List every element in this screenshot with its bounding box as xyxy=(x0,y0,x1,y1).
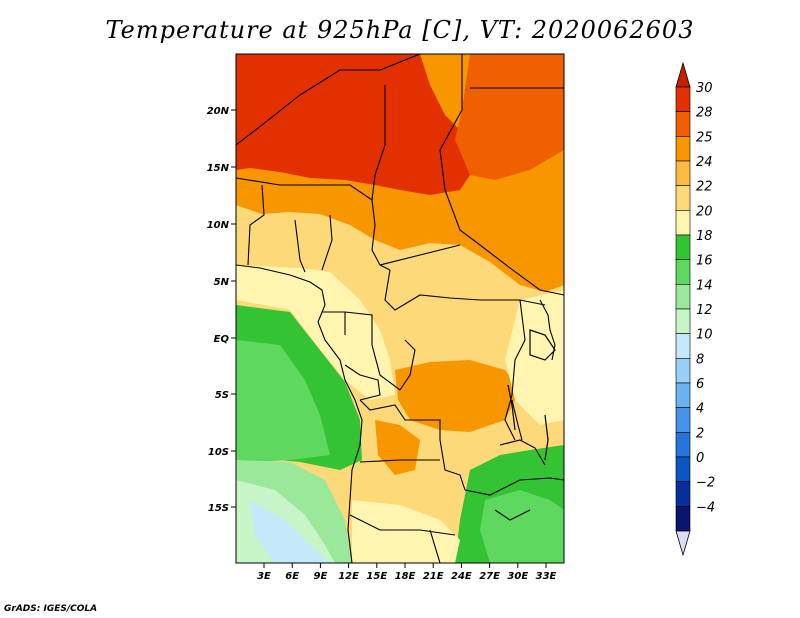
field-band-28-30 xyxy=(236,54,480,195)
field-band-20-22-south xyxy=(352,500,460,563)
colorbar-label: 6 xyxy=(696,377,704,392)
lon-label: 12E xyxy=(338,571,359,582)
field-band-24-25-center xyxy=(395,360,520,432)
colorbar-swatch xyxy=(675,481,691,507)
lon-label: 24E xyxy=(451,571,472,582)
coastline xyxy=(236,264,363,563)
colorbar-label: 20 xyxy=(696,204,713,219)
colorbar-swatch xyxy=(675,160,691,186)
colorbar-label: 8 xyxy=(696,352,704,367)
colorbar-label: 2 xyxy=(696,426,704,441)
colorbar-label: −2 xyxy=(696,476,715,491)
latitude-axis: 20N 15N 10N 5N EQ 5S 10S 15S xyxy=(207,106,236,514)
field-band-14-16 xyxy=(236,340,330,462)
temperature-field xyxy=(236,54,564,563)
field-band-24-25-south xyxy=(375,420,420,475)
colorbar-label: 4 xyxy=(696,402,704,417)
lat-label: 20N xyxy=(207,106,230,117)
lon-label: 33E xyxy=(536,571,557,582)
lon-label: 27E xyxy=(479,571,500,582)
colorbar-label: 28 xyxy=(696,106,713,121)
colorbar-swatch xyxy=(675,333,691,359)
colorbar-swatch xyxy=(675,136,691,162)
colorbar-swatch xyxy=(675,506,691,532)
grads-credit: GrADS: IGES/COLA xyxy=(4,604,98,614)
lon-label: 3E xyxy=(257,571,271,582)
country-borders xyxy=(236,54,564,563)
map-title: Temperature at 925hPa [C], VT: 202006260… xyxy=(105,16,695,44)
lat-label: 5N xyxy=(214,277,230,288)
colorbar-swatch xyxy=(675,185,691,211)
colorbar-swatch xyxy=(675,111,691,137)
colorbar-swatch xyxy=(675,308,691,334)
field-band-8-10 xyxy=(250,500,330,563)
lon-label: 6E xyxy=(285,571,299,582)
colorbar-label: 16 xyxy=(696,254,713,269)
colorbar-swatch xyxy=(675,234,691,260)
colorbar-swatch xyxy=(675,432,691,458)
colorbar-label: 12 xyxy=(696,303,713,318)
lakes xyxy=(507,329,556,461)
lon-label: 9E xyxy=(314,571,328,582)
colorbar-label: 18 xyxy=(696,229,713,244)
longitude-axis: 3E 6E 9E 12E 15E 18E 21E 24E 27E 30E 33E xyxy=(257,563,557,582)
colorbar-swatch xyxy=(675,210,691,236)
lon-label: 21E xyxy=(423,571,444,582)
colorbar-label: 24 xyxy=(696,155,713,170)
colorbar-top-arrow xyxy=(675,61,691,88)
colorbar-swatch xyxy=(675,456,691,482)
colorbar-swatch xyxy=(675,382,691,408)
colorbar-label: 30 xyxy=(696,81,713,96)
colorbar-label: −4 xyxy=(696,500,715,515)
lat-label: 15N xyxy=(207,163,230,174)
colorbar-swatch xyxy=(675,407,691,433)
lat-label: 15S xyxy=(208,503,229,514)
colorbar-label: 22 xyxy=(696,180,713,195)
lat-label: 5S xyxy=(215,390,229,401)
lon-label: 18E xyxy=(395,571,416,582)
colorbar-label: 0 xyxy=(696,451,704,466)
colorbar-label: 14 xyxy=(696,278,713,293)
colorbar-swatch xyxy=(675,358,691,384)
colorbar-bottom-arrow xyxy=(675,530,691,557)
lon-label: 15E xyxy=(366,571,387,582)
colorbar-swatch xyxy=(675,259,691,285)
lat-label: EQ xyxy=(214,334,230,345)
field-band-20-22 xyxy=(236,265,395,400)
colorbar-swatch xyxy=(675,86,691,112)
field-band-14-16-se xyxy=(480,490,564,563)
lon-label: 30E xyxy=(507,571,528,582)
colorbar-label: 25 xyxy=(696,130,713,145)
lat-label: 10S xyxy=(208,447,229,458)
colorbar-label: 10 xyxy=(696,328,713,343)
map-frame xyxy=(235,53,565,564)
field-band-25-28-east xyxy=(455,54,564,180)
colorbar-swatch xyxy=(675,284,691,310)
lat-label: 10N xyxy=(207,220,230,231)
